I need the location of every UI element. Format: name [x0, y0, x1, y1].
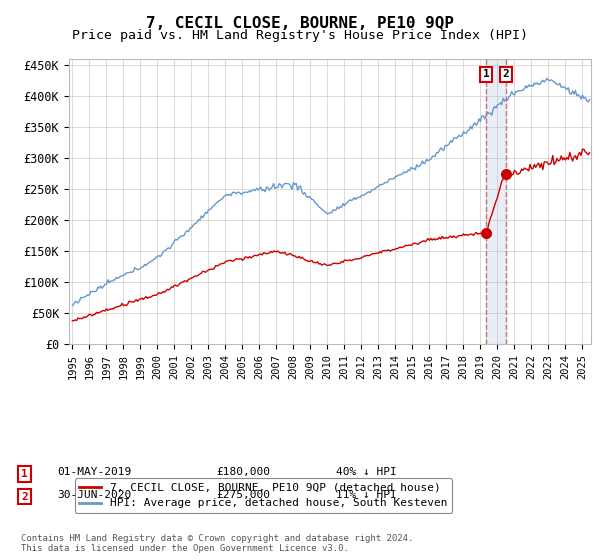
Text: 01-MAY-2019: 01-MAY-2019: [57, 468, 131, 478]
Text: 2: 2: [503, 69, 509, 80]
Bar: [486, 59, 506, 344]
Text: £275,000: £275,000: [216, 490, 270, 500]
Text: 40% ↓ HPI: 40% ↓ HPI: [336, 468, 397, 478]
Text: Price paid vs. HM Land Registry's House Price Index (HPI): Price paid vs. HM Land Registry's House …: [72, 29, 528, 42]
Text: £180,000: £180,000: [216, 468, 270, 478]
Text: 1: 1: [483, 69, 490, 80]
Legend: 7, CECIL CLOSE, BOURNE, PE10 9QP (detached house), HPI: Average price, detached : 7, CECIL CLOSE, BOURNE, PE10 9QP (detach…: [74, 478, 452, 513]
Text: 7, CECIL CLOSE, BOURNE, PE10 9QP: 7, CECIL CLOSE, BOURNE, PE10 9QP: [146, 16, 454, 31]
Text: 1: 1: [21, 469, 28, 479]
Text: Contains HM Land Registry data © Crown copyright and database right 2024.
This d: Contains HM Land Registry data © Crown c…: [21, 534, 413, 553]
Text: 30-JUN-2020: 30-JUN-2020: [57, 490, 131, 500]
Text: 2: 2: [21, 492, 28, 502]
Text: 11% ↓ HPI: 11% ↓ HPI: [336, 490, 397, 500]
